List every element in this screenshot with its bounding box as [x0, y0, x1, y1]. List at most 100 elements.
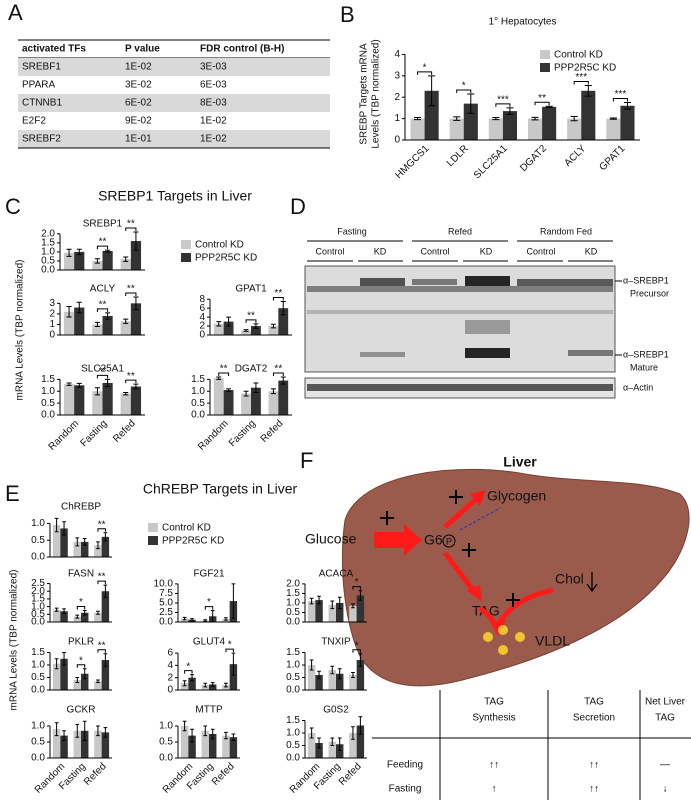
- error-bar: [243, 329, 249, 332]
- bar: [488, 118, 503, 140]
- bar: [73, 730, 81, 758]
- error-bar: [54, 607, 59, 612]
- chart-title: DGAT2: [235, 364, 268, 375]
- error-bar: [133, 296, 139, 311]
- y-axis-label: SREBP Targets mRNA: [359, 43, 370, 145]
- bar: [60, 658, 68, 690]
- error-bar: [94, 387, 100, 396]
- error-bar: [317, 595, 321, 605]
- error-bar: [330, 600, 335, 610]
- y-tick-label: 7.5: [159, 588, 173, 599]
- chart-title: PKLR: [68, 637, 94, 648]
- y-tick-label: 3: [394, 70, 400, 81]
- error-bar: [210, 728, 215, 740]
- legend-label: Control KD: [554, 50, 603, 61]
- node-label: Glycogen: [487, 488, 546, 504]
- panel-label: D: [290, 194, 306, 219]
- sig-stars: ***: [575, 72, 587, 83]
- sig-bracket: [534, 101, 550, 106]
- node-label: VLDL: [535, 633, 570, 649]
- error-bar: [270, 388, 276, 395]
- error-bar: [66, 306, 72, 318]
- arrow: [497, 587, 554, 624]
- error-bar: [203, 682, 208, 688]
- error-bar: [216, 376, 222, 380]
- error-bar: [96, 541, 100, 550]
- y-tick-label: 2.0: [286, 579, 300, 590]
- node-label: Chol: [555, 571, 584, 587]
- bar: [188, 677, 196, 690]
- sig-stars: **: [127, 284, 135, 295]
- bar: [268, 326, 279, 335]
- sig-bracket: [97, 528, 106, 532]
- error-bar: [226, 388, 232, 392]
- sig-bracket: [97, 649, 106, 653]
- bar: [268, 391, 279, 415]
- bar: [52, 663, 61, 690]
- bar: [74, 307, 85, 335]
- y-tick-label: 1.5: [286, 647, 300, 658]
- sig-stars: *: [423, 62, 427, 73]
- phosphate-circle: [442, 534, 456, 548]
- y-tick-label: 2: [49, 309, 55, 320]
- blot-smear: [465, 320, 510, 334]
- legend-swatch: [181, 240, 191, 249]
- column-header: activated TFs: [22, 44, 86, 55]
- y-tick-label: 0.5: [41, 256, 55, 267]
- x-tick-label: HMGCS1: [394, 143, 432, 181]
- bar: [606, 118, 621, 140]
- error-bar: [103, 584, 108, 598]
- error-bar: [82, 609, 87, 616]
- bar: [60, 735, 68, 758]
- y-tick-label: 1: [49, 319, 55, 330]
- y-tick-label: 2.5: [31, 578, 45, 589]
- bar: [229, 664, 238, 690]
- error-bar: [358, 590, 363, 601]
- blot-image: α–SREBP1 Precursor α–SREBP1 Mature α–Act…: [304, 265, 669, 399]
- table-cell: ↓: [663, 784, 668, 795]
- chart-title: ACACA: [319, 569, 354, 580]
- error-bar: [123, 318, 129, 324]
- bar: [241, 393, 251, 415]
- y-tick-label: 1.5: [191, 374, 205, 385]
- error-bar: [54, 722, 59, 737]
- x-tick-label: DGAT2: [518, 143, 549, 174]
- bar: [315, 743, 323, 758]
- bar: [101, 536, 110, 557]
- column-header: FDR control (B-H): [200, 44, 284, 55]
- error-bar: [54, 658, 59, 670]
- y-tick-label: 0: [167, 685, 173, 696]
- y-tick-label: 0.0: [31, 552, 45, 563]
- sig-stars: ***: [497, 95, 509, 106]
- y-tick-label: 0.5: [31, 672, 45, 683]
- chart-title: ChREBP: [61, 502, 101, 513]
- sig-stars: *: [462, 81, 466, 92]
- node-label: Glucose: [305, 531, 357, 547]
- sig-stars: **: [98, 640, 106, 651]
- diagram-title: Liver: [503, 454, 537, 470]
- bar: [336, 602, 344, 622]
- error-bar: [62, 521, 66, 536]
- y-tick-label: 0.0: [286, 617, 300, 628]
- sig-bracket: [125, 227, 137, 231]
- lane-label: KD: [374, 246, 387, 256]
- y-tick-label: 0.0: [41, 265, 55, 276]
- error-bar: [226, 316, 232, 327]
- bar: [356, 660, 365, 690]
- lane-label: KD: [480, 246, 493, 256]
- sig-bracket: [456, 89, 472, 93]
- error-bar: [453, 116, 461, 121]
- bar: [241, 330, 251, 335]
- bar: [130, 386, 142, 415]
- y-tick-label: 0: [49, 330, 55, 341]
- x-tick-label: SLC25A1: [472, 143, 510, 181]
- y-tick-label: 0.0: [286, 753, 300, 764]
- error-bar: [105, 249, 111, 253]
- arrow-head: [470, 490, 486, 506]
- y-tick-label: 1.0: [31, 721, 45, 732]
- chart-title: GPAT1: [235, 284, 267, 295]
- x-tick-label: LDLR: [445, 143, 471, 169]
- bar: [349, 733, 357, 758]
- liver-diagram: Liver Glucose G6 P Glycogen TAG Chol VLD…: [305, 454, 690, 687]
- x-tick-label: GPAT1: [597, 143, 627, 173]
